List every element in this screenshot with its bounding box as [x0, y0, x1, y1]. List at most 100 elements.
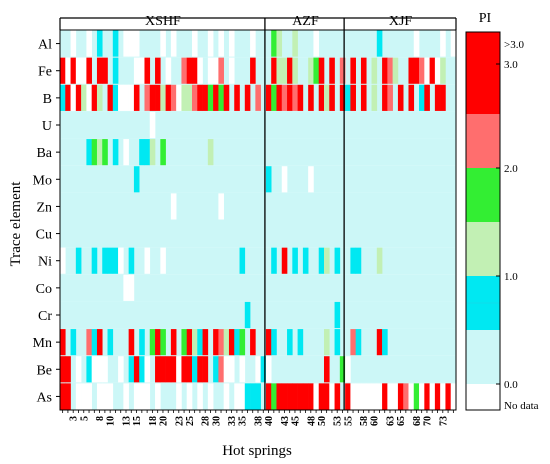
heatmap-cell — [170, 356, 177, 383]
heatmap-cell — [403, 383, 409, 410]
legend-border — [465, 31, 501, 411]
heatmap-cell — [244, 84, 251, 111]
heatmap-cell — [128, 84, 135, 111]
legend-swatch — [466, 384, 500, 410]
heatmap-row-al — [60, 30, 456, 58]
heatmap-cell — [276, 30, 283, 57]
heatmap-cell — [102, 139, 108, 166]
heatmap-cell — [287, 383, 293, 410]
heatmap-cell — [234, 84, 240, 111]
heatmap-row-u — [60, 111, 456, 139]
heatmap-cell — [112, 57, 119, 84]
heatmap-cell — [186, 356, 193, 383]
row-label-ni: Ni — [38, 255, 52, 270]
group-labels: XSHF AZF XJF — [145, 14, 412, 29]
heatmap-cell — [75, 57, 82, 84]
row-label-al: Al — [38, 38, 52, 53]
heatmap-cell — [339, 57, 346, 84]
x-tick-label: 15 — [132, 416, 143, 426]
row-labels: Al Fe BU Ba Mo Zn Cu Ni Co Cr Mn Be As — [33, 38, 60, 405]
heatmap-cell — [281, 383, 288, 410]
heatmap-cell — [429, 57, 436, 84]
heatmap-cell — [149, 139, 156, 166]
x-axis-label: Hot springs — [222, 443, 292, 459]
heatmap-cell — [350, 57, 356, 84]
heatmap-cell — [339, 356, 346, 383]
heatmap-cell — [228, 329, 235, 356]
heatmap-cell — [181, 356, 188, 383]
heatmap-cell — [170, 193, 177, 220]
heatmap-cell — [313, 30, 320, 57]
heatmap-cell — [445, 383, 452, 410]
heatmap-cell — [376, 329, 383, 356]
heatmap-cell — [160, 329, 166, 356]
heatmap-cell — [192, 84, 198, 111]
heatmap-cell — [170, 329, 177, 356]
heatmap-cell — [144, 84, 151, 111]
heatmap-cell — [112, 139, 119, 166]
heatmap-cell — [440, 84, 446, 111]
heatmap-cell — [239, 356, 246, 383]
heatmap-cell — [96, 139, 103, 166]
heatmap-row-ba — [60, 138, 456, 166]
heatmap-cell — [376, 30, 383, 57]
heatmap-cell — [360, 57, 367, 84]
heatmap-cell — [123, 30, 129, 57]
heatmap-cell — [250, 383, 256, 410]
heatmap-cell — [292, 383, 298, 410]
heatmap-cell — [429, 383, 436, 410]
heatmap-cell — [65, 383, 71, 410]
heatmap-cell — [308, 57, 314, 84]
x-tick-label: 30 — [211, 416, 222, 426]
x-tick-label: 63 — [386, 416, 397, 426]
heatmap-cell — [112, 247, 119, 274]
heatmap-cell — [213, 356, 219, 383]
heatmap-cell — [271, 57, 277, 84]
heatmap-cell — [228, 57, 235, 84]
heatmap-cell — [450, 30, 457, 57]
heatmap-cell — [65, 84, 71, 111]
legend-title: PI — [479, 11, 492, 26]
heatmap-cell — [149, 329, 156, 356]
x-tick-label: 3 — [69, 416, 80, 421]
heatmap-cell — [70, 57, 77, 84]
x-tick-label: 13 — [122, 416, 133, 426]
heatmap-cell — [244, 301, 251, 329]
heatmap-cell — [318, 247, 325, 274]
heatmap-cell — [186, 329, 193, 356]
heatmap-cell — [271, 247, 277, 274]
heatmap-cell — [123, 84, 129, 111]
heatmap-cell — [197, 383, 203, 410]
heatmap-cell — [102, 247, 108, 274]
heatmap-cell — [440, 57, 446, 84]
heatmap-cell — [239, 247, 246, 274]
heatmap-cell — [271, 329, 277, 356]
heatmap-cell — [345, 383, 351, 410]
heatmap-cell — [155, 383, 161, 410]
heatmap-cell — [250, 57, 256, 84]
heatmap-cell — [292, 57, 298, 84]
row-label-mo: Mo — [33, 173, 52, 188]
heatmap-cell — [192, 30, 198, 57]
heatmap-row-co — [60, 274, 456, 302]
heatmap-cell — [424, 57, 430, 84]
heatmap-cell — [371, 84, 378, 111]
heatmap-cell — [128, 247, 135, 274]
legend-swatch — [466, 32, 500, 114]
heatmap-cell — [324, 356, 330, 383]
heatmap-cell — [75, 247, 82, 274]
heatmap-cell — [382, 57, 388, 84]
heatmap-cell — [197, 57, 203, 84]
heatmap-cell — [186, 383, 193, 410]
heatmap-cell — [213, 57, 219, 84]
heatmap-cell — [144, 57, 151, 84]
heatmap-cell — [419, 57, 425, 84]
heatmap-cell — [202, 329, 209, 356]
heatmap-cell — [424, 84, 430, 111]
heatmap-cell — [96, 57, 103, 84]
heatmap-cell — [81, 84, 87, 111]
heatmap-cell — [218, 57, 224, 84]
heatmap-cell — [440, 383, 446, 410]
heatmap-cell — [86, 57, 92, 84]
